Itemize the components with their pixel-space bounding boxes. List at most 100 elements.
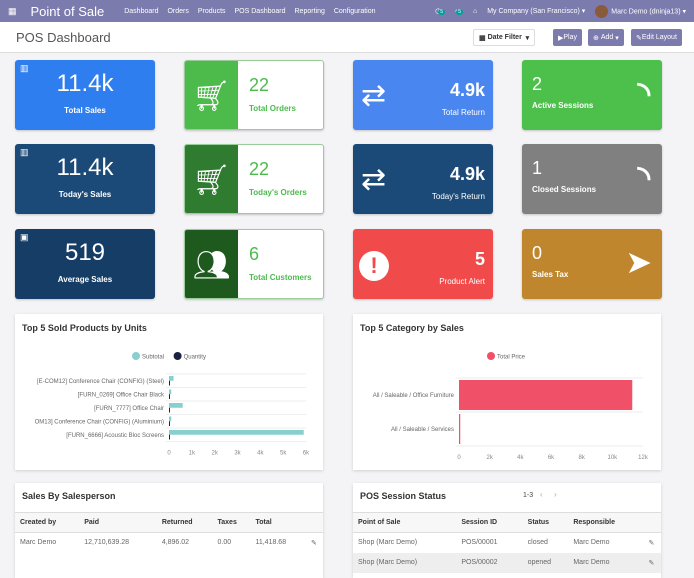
- card-total-return[interactable]: ⇄ 4.9k Total Return: [353, 60, 493, 130]
- col-header-empty: [306, 512, 323, 533]
- pencil-icon: ✎: [636, 34, 642, 42]
- company-switcher[interactable]: My Company (San Francisco) ▾: [487, 8, 586, 15]
- col-header[interactable]: Returned: [156, 512, 213, 533]
- alert-icon: !: [359, 251, 389, 281]
- legend-swatch: [132, 352, 140, 360]
- tick-label: 6k: [303, 451, 310, 457]
- date-filter-button[interactable]: ▦ Date Filter ▾: [473, 29, 536, 46]
- card-active-sessions[interactable]: 2 Active Sessions ◝: [522, 60, 662, 130]
- bar: [169, 430, 304, 435]
- rss-icon: ◝: [637, 75, 650, 111]
- bar: [459, 380, 633, 410]
- card-total-orders[interactable]: 🛒︎ 22 Total Orders: [184, 60, 324, 130]
- card-value: 11.4k: [56, 70, 114, 97]
- cart-icon: 🛒︎: [185, 61, 238, 129]
- cell: 12,710,639.28: [84, 539, 129, 547]
- card-closed-sessions[interactable]: 1 Closed Sessions ◝: [522, 144, 662, 214]
- col-header[interactable]: Created by: [15, 512, 80, 533]
- home-icon[interactable]: ⌂: [472, 7, 478, 15]
- tick-label: 0: [457, 455, 461, 461]
- legend-label: Total Price: [497, 355, 526, 361]
- card-value: 0: [532, 243, 543, 263]
- bar: [169, 403, 183, 408]
- tick-label: 5k: [280, 451, 287, 457]
- bar: [459, 414, 461, 444]
- card-total-sales[interactable]: ▥ 11.4k Total Sales: [15, 60, 155, 130]
- card-label: Product Alert: [439, 277, 485, 286]
- bar-chart-icon: ▥: [20, 147, 29, 157]
- menu-pos-dashboard[interactable]: POS Dashboard: [234, 7, 286, 15]
- card-todays-sales[interactable]: ▥ 11.4k Today's Sales: [15, 144, 155, 214]
- card-todays-orders[interactable]: 🛒︎ 22 Today's Orders: [184, 144, 324, 214]
- menu-products[interactable]: Products: [197, 7, 226, 15]
- card-value: 22: [249, 159, 270, 179]
- user-menu[interactable]: Marc Demo (dninja13) ▾: [595, 4, 686, 18]
- cell: Shop (Marc Demo): [358, 539, 418, 547]
- tick-label: 12k: [638, 455, 649, 461]
- pager-prev-icon[interactable]: ‹: [540, 490, 543, 499]
- table-row[interactable]: Shop (Marc Demo) POS/00001 closed Marc Demo…: [353, 533, 661, 553]
- panel-title: POS Session Status: [360, 491, 447, 501]
- pager-next-icon[interactable]: ›: [554, 490, 557, 499]
- cell: Marc Demo: [20, 539, 57, 547]
- card-total-customers[interactable]: 👥︎ 6 Total Customers: [184, 229, 324, 299]
- pencil-icon[interactable]: ✎: [648, 539, 655, 547]
- bar: [169, 434, 170, 440]
- card-value: 5: [474, 249, 485, 269]
- bar: [169, 376, 174, 381]
- cart-icon: 🛒︎: [185, 145, 238, 213]
- pencil-icon[interactable]: ✎: [311, 539, 317, 547]
- bar: [169, 394, 170, 399]
- apps-menu-icon[interactable]: ▦: [8, 5, 17, 16]
- play-icon: ▶: [558, 34, 564, 42]
- edit-layout-button[interactable]: ✎ Edit Layout: [631, 29, 682, 46]
- plus-circle-icon: ⊕: [593, 34, 601, 42]
- play-button[interactable]: ▶ Play: [553, 29, 583, 46]
- col-header[interactable]: Total: [250, 512, 307, 533]
- card-product-alert[interactable]: ! 5 Product Alert: [353, 229, 493, 299]
- col-header[interactable]: Responsible: [568, 512, 644, 533]
- pencil-icon[interactable]: ✎: [643, 552, 661, 573]
- salesperson-table: Created by Paid Returned Taxes Total Marc De…: [15, 512, 323, 553]
- activity-icon[interactable]: ◷5: [435, 7, 445, 15]
- card-value: 6: [249, 244, 260, 264]
- category-label: [E-COM12] Conference Chair (CONFIG) (Ste…: [37, 379, 164, 385]
- cell: POS/00001: [461, 539, 498, 547]
- menu-dashboard[interactable]: Dashboard: [124, 7, 159, 15]
- add-button[interactable]: ⊕ Add ▾: [588, 29, 624, 46]
- table-row[interactable]: Shop (Marc Demo) POS/00002 opened Marc Demo…: [353, 552, 661, 573]
- category-label: [FURN_6666] Acoustic Bloc Screens: [66, 433, 164, 439]
- menu-configuration[interactable]: Configuration: [333, 7, 376, 15]
- app-title[interactable]: Point of Sale: [30, 3, 105, 19]
- col-header[interactable]: Paid: [79, 512, 157, 533]
- menu-orders[interactable]: Orders: [167, 7, 189, 15]
- card-todays-return[interactable]: ⇄ 4.9k Today's Return: [353, 144, 493, 214]
- cell: 0.00: [217, 539, 232, 547]
- col-header[interactable]: Taxes: [212, 512, 251, 533]
- tick-label: 2k: [486, 455, 493, 461]
- pager-value: 1-3: [523, 492, 534, 499]
- card-average-sales[interactable]: ▣ 519 Average Sales: [15, 229, 155, 299]
- bar-chart-icon: ▥: [20, 63, 29, 73]
- company-name: My Company (San Francisco): [487, 8, 580, 15]
- card-label: Sales Tax: [532, 270, 569, 279]
- col-header[interactable]: Point of Sale: [353, 512, 457, 533]
- table-row[interactable]: Marc Demo 12,710,639.28 4,896.02 0.00 11,418…: [15, 533, 323, 553]
- legend-label: Quantity: [184, 355, 206, 361]
- category-label: [FURN_7777] Office Chair: [94, 406, 164, 412]
- bar: [169, 389, 172, 395]
- col-header[interactable]: Status: [522, 512, 569, 533]
- messages-icon[interactable]: ●5: [455, 8, 463, 15]
- menu-reporting[interactable]: Reporting: [294, 7, 325, 15]
- card-sales-tax[interactable]: 0 Sales Tax ➤: [522, 229, 662, 299]
- card-value: 4.9k: [449, 80, 485, 100]
- date-filter-label: Date Filter: [487, 34, 522, 41]
- avatar: [595, 4, 609, 18]
- card-value: 519: [64, 239, 106, 266]
- page-title: POS Dashboard: [16, 30, 111, 45]
- cell: opened: [522, 552, 569, 573]
- col-header[interactable]: Session ID: [456, 512, 523, 533]
- card-label: Active Sessions: [532, 101, 594, 110]
- cell: Shop (Marc Demo): [353, 552, 457, 573]
- card-label: Total Return: [441, 108, 485, 117]
